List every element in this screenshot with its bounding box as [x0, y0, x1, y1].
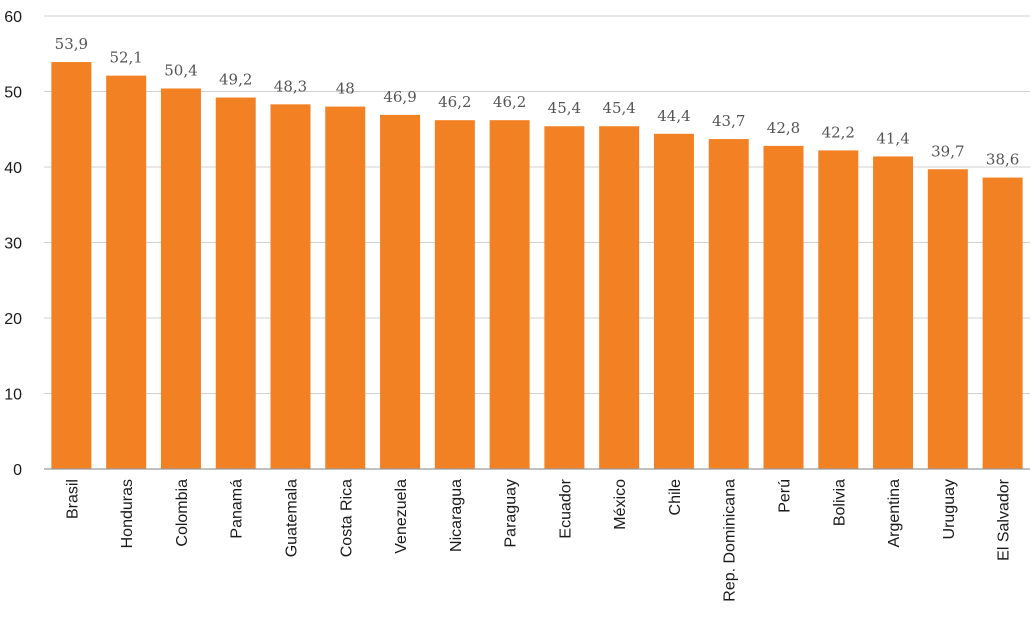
bar — [927, 169, 968, 469]
bars — [51, 62, 1023, 470]
bar — [160, 88, 201, 469]
y-tick-label: 50 — [4, 85, 22, 102]
y-tick-label: 30 — [4, 236, 22, 253]
data-label: 41,4 — [876, 129, 909, 147]
data-label: 52,1 — [109, 49, 142, 67]
data-label: 46,2 — [438, 93, 471, 111]
bar — [873, 156, 914, 469]
data-label: 46,2 — [493, 93, 526, 111]
category-label: Brasil — [64, 479, 81, 519]
category-label: Ecuador — [557, 478, 574, 538]
y-tick-label: 60 — [4, 9, 22, 26]
bar — [106, 75, 147, 470]
bar — [434, 120, 475, 469]
bar — [544, 126, 585, 469]
bar — [982, 177, 1023, 469]
bar — [325, 106, 366, 469]
data-label: 48,3 — [274, 77, 307, 95]
bar — [599, 126, 640, 469]
bar — [380, 114, 421, 469]
y-tick-label: 40 — [4, 160, 22, 177]
bar — [818, 150, 859, 469]
category-label: Costa Rica — [338, 479, 355, 557]
category-label: Nicaragua — [448, 479, 465, 552]
category-label: Guatemala — [284, 479, 301, 557]
y-tick-label: 10 — [4, 387, 22, 404]
data-label: 45,4 — [602, 99, 635, 117]
data-label: 43,7 — [712, 112, 745, 130]
category-label: Chile — [667, 479, 684, 516]
category-label: Bolivia — [831, 479, 848, 526]
data-label: 48 — [336, 80, 355, 98]
bar — [270, 104, 311, 470]
category-label: Uruguay — [941, 479, 958, 539]
y-tick-label: 20 — [4, 311, 22, 328]
bar — [653, 133, 694, 469]
category-label: Venezuela — [393, 479, 410, 554]
category-label: Panamá — [229, 479, 246, 539]
category-label: Honduras — [119, 479, 136, 548]
data-label: 50,4 — [164, 61, 197, 79]
data-label: 53,9 — [55, 35, 88, 53]
category-label: Colombia — [174, 479, 191, 547]
data-label: 45,4 — [548, 99, 581, 117]
category-label: El Salvador — [996, 478, 1013, 560]
category-label: México — [612, 479, 629, 530]
bar — [215, 97, 256, 469]
category-label: Perú — [777, 479, 794, 513]
data-labels: 53,9 52,1 50,4 49,2 48,3 48 46,9 46,2 46,2 45,4 45… — [55, 35, 1020, 169]
category-label: Paraguay — [503, 479, 520, 548]
bar — [763, 145, 804, 470]
gridlines — [44, 15, 1030, 394]
bar — [51, 62, 92, 470]
category-label: Rep. Dominicana — [722, 479, 739, 602]
data-label: 42,2 — [822, 123, 855, 141]
data-label: 44,4 — [657, 107, 690, 125]
category-labels: Brasil Honduras Colombia Panamá Guatemala Cos… — [64, 478, 1012, 601]
y-tick-label: 0 — [13, 462, 22, 479]
data-label: 39,7 — [931, 142, 964, 160]
data-label: 46,9 — [383, 88, 416, 106]
data-label: 42,8 — [767, 119, 800, 137]
bar — [489, 120, 530, 469]
data-label: 38,6 — [986, 151, 1019, 169]
bar — [708, 139, 749, 469]
y-axis-ticks: 0 10 20 30 40 50 60 — [4, 9, 22, 479]
category-label: Argentina — [886, 479, 903, 548]
data-label: 49,2 — [219, 71, 252, 89]
